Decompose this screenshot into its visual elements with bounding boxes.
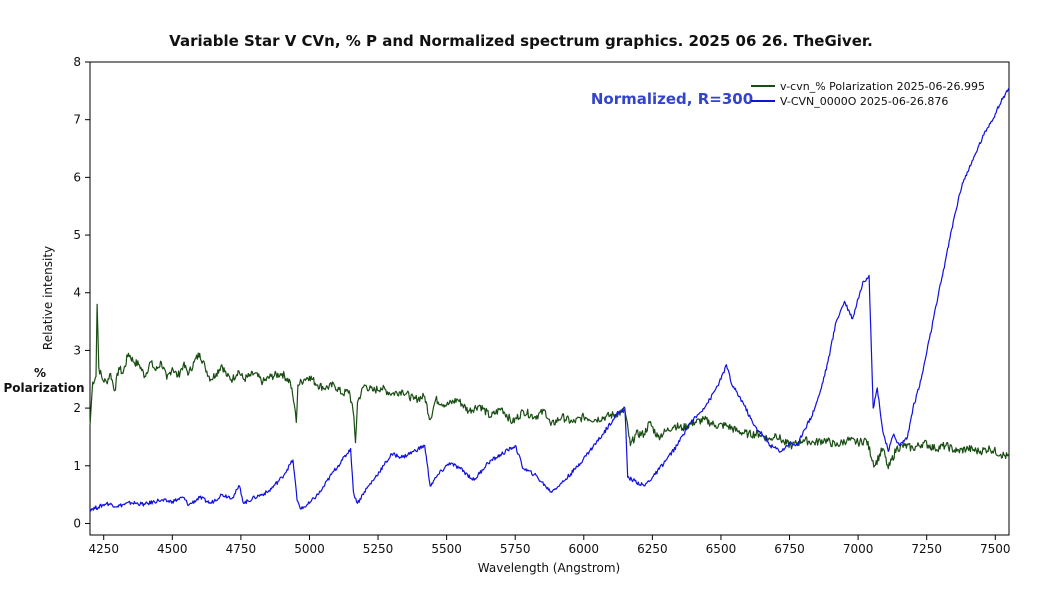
y-tick-label: 2: [73, 401, 81, 415]
x-tick-label: 6250: [637, 542, 668, 556]
y-tick-label: 7: [73, 113, 81, 127]
y-tick-label: 5: [73, 228, 81, 242]
x-tick-label: 6000: [569, 542, 600, 556]
y-axis-label-polarization-symbol: %: [34, 366, 46, 380]
x-tick-label: 4750: [226, 542, 257, 556]
x-tick-label: 7500: [980, 542, 1011, 556]
legend: v-cvn_% Polarization 2025-06-26.995 V-CV…: [751, 80, 985, 108]
x-tick-label: 6750: [774, 542, 805, 556]
y-tick-label: 8: [73, 55, 81, 69]
y-axis-label-polarization: Polarization: [4, 381, 85, 395]
legend-label-polarization: v-cvn_% Polarization 2025-06-26.995: [780, 80, 985, 93]
y-tick-label: 4: [73, 286, 81, 300]
x-tick-label: 5250: [363, 542, 394, 556]
normalized-annotation: Normalized, R=300: [591, 90, 753, 108]
series-line-polarization: [89, 303, 1010, 470]
x-tick-label: 5000: [294, 542, 325, 556]
legend-label-normalized: V-CVN_0000O 2025-06-26.876: [780, 95, 948, 108]
x-tick-label: 5500: [431, 542, 462, 556]
x-axis: 4250 4500 4750 5000 5250 5500 5750 6000 6250 6500…: [88, 535, 1011, 556]
x-tick-label: 4500: [157, 542, 188, 556]
y-tick-label: 3: [73, 343, 81, 357]
y-tick-label: 6: [73, 170, 81, 184]
x-axis-label: Wavelength (Angstrom): [478, 561, 620, 575]
x-tick-label: 7000: [843, 542, 874, 556]
x-tick-label: 7250: [911, 542, 942, 556]
y-tick-label: 1: [73, 459, 81, 473]
y-axis: 0 1 2 3 4 5 6 7 8: [73, 55, 90, 530]
x-tick-label: 6500: [706, 542, 737, 556]
y-tick-label: 0: [73, 516, 81, 530]
x-tick-label: 4250: [88, 542, 119, 556]
y-axis-label: Relative intensity: [41, 246, 55, 350]
x-tick-label: 5750: [500, 542, 531, 556]
series-layer: [89, 87, 1010, 512]
plot-area: [89, 61, 1010, 536]
series-line-normalized: [89, 87, 1010, 512]
chart-title: Variable Star V CVn, % P and Normalized …: [169, 32, 873, 50]
